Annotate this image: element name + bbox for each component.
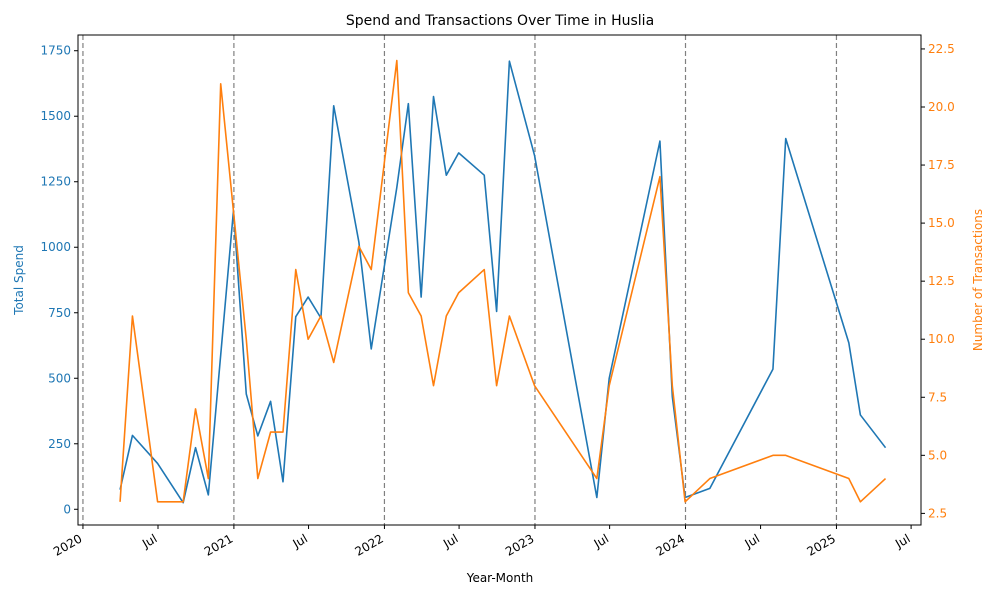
- year-reference-lines: [82, 35, 838, 525]
- chart-title: Spend and Transactions Over Time in Husl…: [346, 13, 654, 29]
- y-right-tick-label: 5.0: [928, 448, 947, 462]
- x-tick-label: 2022: [352, 531, 385, 558]
- transactions-line: [119, 59, 887, 503]
- y-right-tick-label: 15.0: [928, 216, 955, 230]
- y-axis-right: 2.5 5.0 7.5 10.0 12.5 15.0 17.5 20.0 22.5: [921, 42, 955, 520]
- y-right-tick-label: 10.0: [928, 332, 955, 346]
- x-tick-label: Jul: [742, 531, 762, 551]
- x-tick-label: 2023: [503, 531, 536, 558]
- y-right-tick-label: 2.5: [928, 506, 947, 520]
- y-right-tick-label: 17.5: [928, 158, 955, 172]
- y-left-tick-label: 1750: [40, 44, 71, 58]
- y-right-tick-label: 7.5: [928, 390, 947, 404]
- x-tick-label: Jul: [290, 531, 310, 551]
- x-tick-label: Jul: [440, 531, 460, 551]
- y-axis-right-label: Number of Transactions: [971, 209, 985, 351]
- y-left-tick-label: 500: [48, 371, 71, 385]
- y-left-tick-label: 1250: [40, 175, 71, 189]
- y-left-tick-label: 0: [63, 502, 71, 516]
- y-right-tick-label: 22.5: [928, 42, 955, 56]
- x-tick-label: Jul: [892, 531, 912, 551]
- x-tick-label: 2020: [51, 531, 84, 558]
- y-left-tick-label: 750: [48, 306, 71, 320]
- y-axis-left-label: Total Spend: [12, 245, 26, 316]
- x-tick-label: Jul: [591, 531, 611, 551]
- x-axis-label: Year-Month: [466, 571, 534, 585]
- x-axis: 2020 Jul 2021 Jul 2022 Jul 2023 Jul 2024 Jul 2025 J…: [51, 525, 913, 559]
- x-tick-label: 2024: [654, 531, 687, 558]
- y-left-tick-label: 1000: [40, 240, 71, 254]
- y-right-tick-label: 20.0: [928, 100, 955, 114]
- total-spend-line: [119, 60, 887, 504]
- y-axis-left: 0 250 500 750 1000 1250 1500 1750: [40, 44, 78, 516]
- y-right-tick-label: 12.5: [928, 274, 955, 288]
- x-tick-label: 2025: [804, 531, 837, 558]
- x-tick-label: 2021: [202, 531, 235, 558]
- y-left-tick-label: 1500: [40, 109, 71, 123]
- y-left-tick-label: 250: [48, 437, 71, 451]
- series-lines: [119, 59, 887, 504]
- x-tick-label: Jul: [139, 531, 159, 551]
- plot-frame: [77, 34, 922, 526]
